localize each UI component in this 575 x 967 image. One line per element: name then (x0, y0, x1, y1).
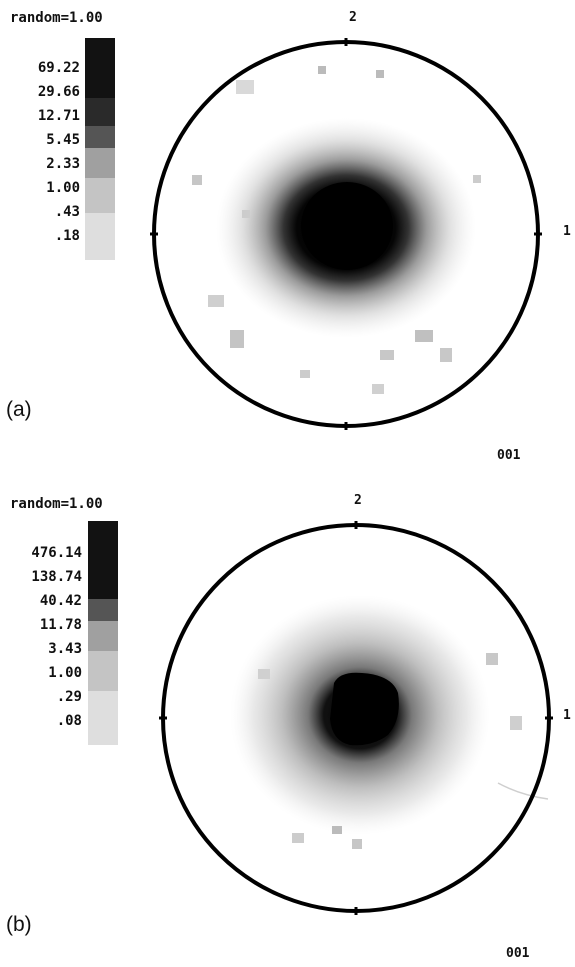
legend-seg-4 (88, 599, 118, 621)
legend-value: 476.14 (31, 545, 82, 561)
legend-value: 11.78 (39, 617, 82, 633)
axis-label-1: 1 (563, 224, 571, 239)
legend-value: .08 (56, 713, 82, 729)
axis-label-2: 2 (349, 10, 357, 25)
legend-seg-4 (85, 126, 115, 148)
legend-seg-3 (85, 98, 115, 126)
legend-seg-7 (85, 213, 115, 260)
pole-label: 001 (497, 448, 521, 463)
pole-figure-a (150, 38, 542, 430)
legend-value: .29 (56, 689, 82, 705)
legend-value: 138.74 (31, 569, 82, 585)
legend-seg-top (85, 38, 115, 98)
pole-label: 001 (506, 946, 530, 961)
legend-seg-5 (85, 148, 115, 178)
texture-density (230, 595, 549, 849)
legend-value: 2.33 (46, 156, 80, 172)
legend-value: 40.42 (39, 593, 82, 609)
legend-seg-top (88, 521, 118, 599)
legend-value: 3.43 (48, 641, 82, 657)
legend-color-scale (88, 521, 118, 745)
pole-figure-b (159, 521, 553, 915)
legend-seg-5 (88, 621, 118, 651)
legend-value: 5.45 (46, 132, 80, 148)
legend-value: .43 (54, 204, 80, 220)
panel-label-a: (a) (6, 398, 32, 421)
legend-value: 1.00 (48, 665, 82, 681)
legend-value: .18 (54, 228, 80, 244)
legend-seg-6 (85, 178, 115, 213)
axis-label-2: 2 (354, 493, 362, 508)
texture-density (192, 66, 481, 394)
legend-seg-7 (88, 691, 118, 745)
legend-title: random=1.00 (10, 496, 103, 512)
legend-value: 69.22 (37, 60, 80, 76)
legend-seg-6 (88, 651, 118, 691)
legend-title: random=1.00 (10, 10, 103, 26)
pole-figure-panel-b: random=1.00 476.14 138.74 40.42 11.78 3.… (0, 483, 575, 967)
legend-value: 29.66 (37, 84, 80, 100)
panel-label-b: (b) (6, 913, 32, 936)
legend-color-scale (85, 38, 115, 260)
legend-value: 12.71 (37, 108, 80, 124)
pole-figure-panel-a: random=1.00 69.22 29.66 12.71 5.45 2.33 … (0, 0, 575, 480)
axis-label-1: 1 (563, 708, 571, 723)
legend-value: 1.00 (46, 180, 80, 196)
